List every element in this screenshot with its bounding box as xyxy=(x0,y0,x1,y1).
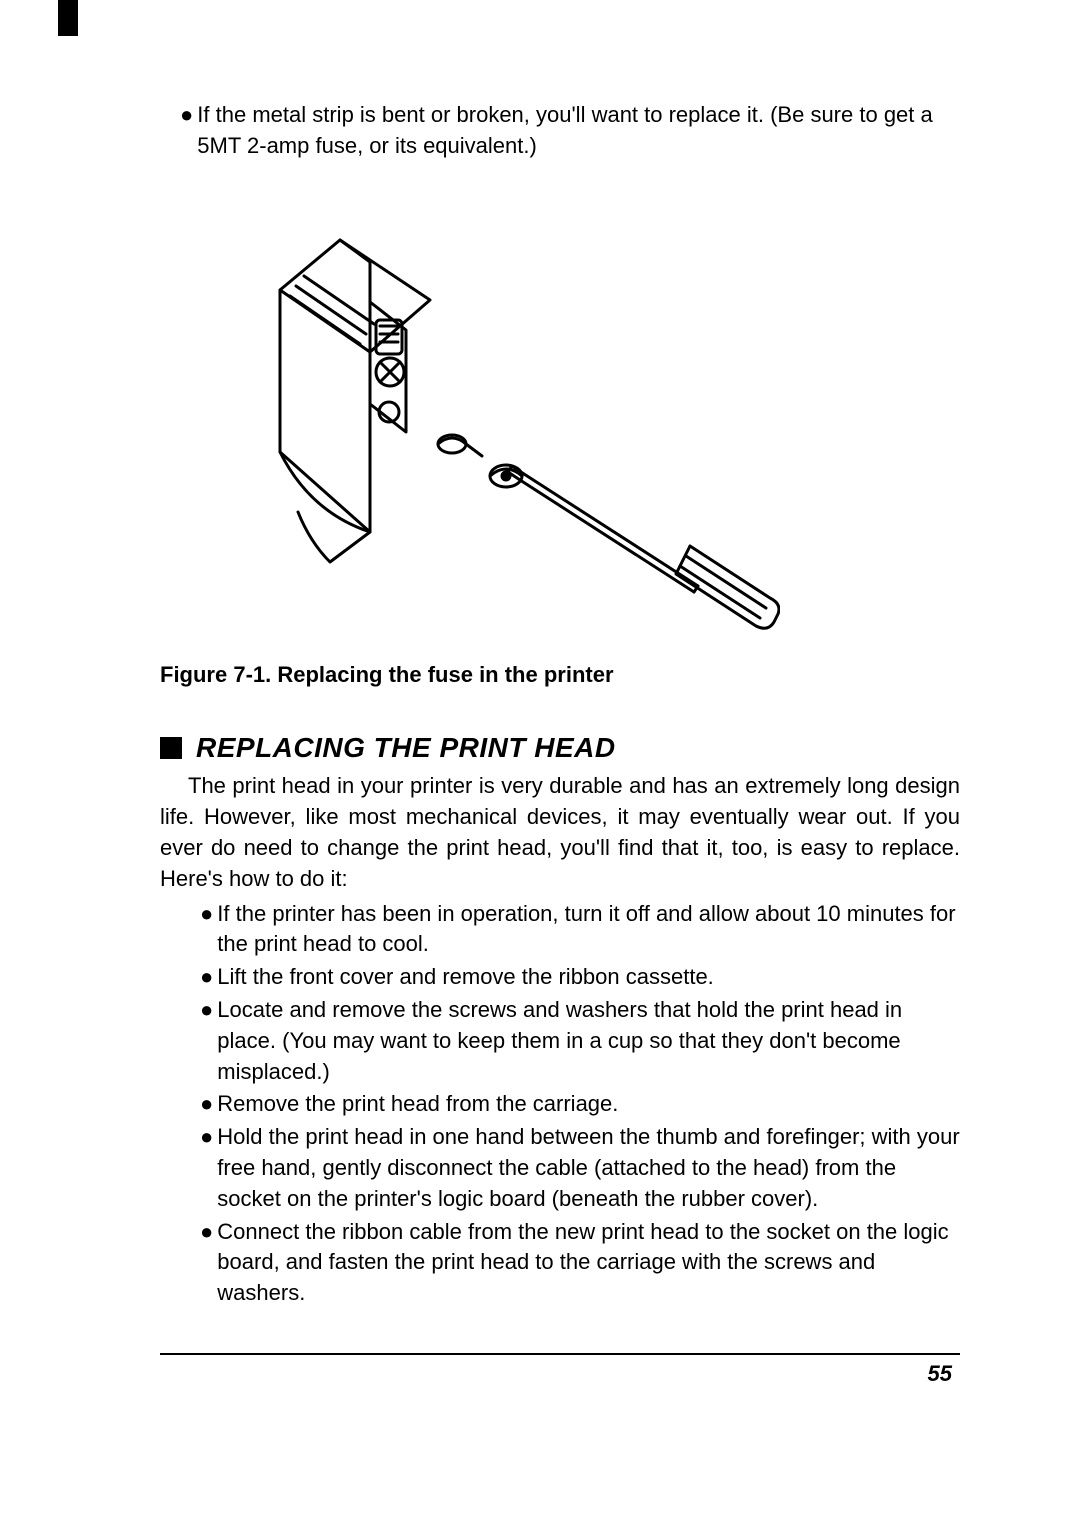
list-item-text: If the printer has been in operation, tu… xyxy=(217,899,960,961)
figure-caption: Figure 7-1. Replacing the fuse in the pr… xyxy=(160,662,960,688)
list-item-text: Lift the front cover and remove the ribb… xyxy=(217,962,714,993)
list-item: ● Locate and remove the screws and washe… xyxy=(180,995,960,1087)
section-title: REPLACING THE PRINT HEAD xyxy=(196,732,616,764)
list-item-text: Hold the print head in one hand between … xyxy=(217,1122,960,1214)
list-item: ● Hold the print head in one hand betwee… xyxy=(180,1122,960,1214)
top-bullet-text: If the metal strip is bent or broken, yo… xyxy=(197,100,960,162)
list-item-text: Connect the ribbon cable from the new pr… xyxy=(217,1217,960,1309)
page-number: 55 xyxy=(160,1361,960,1387)
bullet-icon: ● xyxy=(200,1089,213,1120)
page-content: ● If the metal strip is bent or broken, … xyxy=(0,0,1080,1447)
section-square-icon xyxy=(160,737,182,759)
list-item: ● Lift the front cover and remove the ri… xyxy=(180,962,960,993)
bullet-icon: ● xyxy=(200,1122,213,1153)
bullet-icon: ● xyxy=(200,899,213,930)
body-paragraph: The print head in your printer is very d… xyxy=(160,770,960,895)
bullet-icon: ● xyxy=(200,1217,213,1248)
instruction-bullet-list: ● If the printer has been in operation, … xyxy=(160,899,960,1309)
list-item: ● Connect the ribbon cable from the new … xyxy=(180,1217,960,1309)
bullet-icon: ● xyxy=(180,100,193,131)
figure-illustration xyxy=(220,212,780,632)
page-footer-rule xyxy=(160,1353,960,1355)
section-heading: REPLACING THE PRINT HEAD xyxy=(160,732,960,764)
top-bullet-item: ● If the metal strip is bent or broken, … xyxy=(160,100,960,162)
scan-edge-mark xyxy=(58,0,78,36)
printer-fuse-diagram-icon xyxy=(220,212,780,632)
list-item-text: Locate and remove the screws and washers… xyxy=(217,995,960,1087)
list-item-text: Remove the print head from the carriage. xyxy=(217,1089,618,1120)
list-item: ● If the printer has been in operation, … xyxy=(180,899,960,961)
bullet-icon: ● xyxy=(200,995,213,1026)
bullet-icon: ● xyxy=(200,962,213,993)
list-item: ● Remove the print head from the carriag… xyxy=(180,1089,960,1120)
